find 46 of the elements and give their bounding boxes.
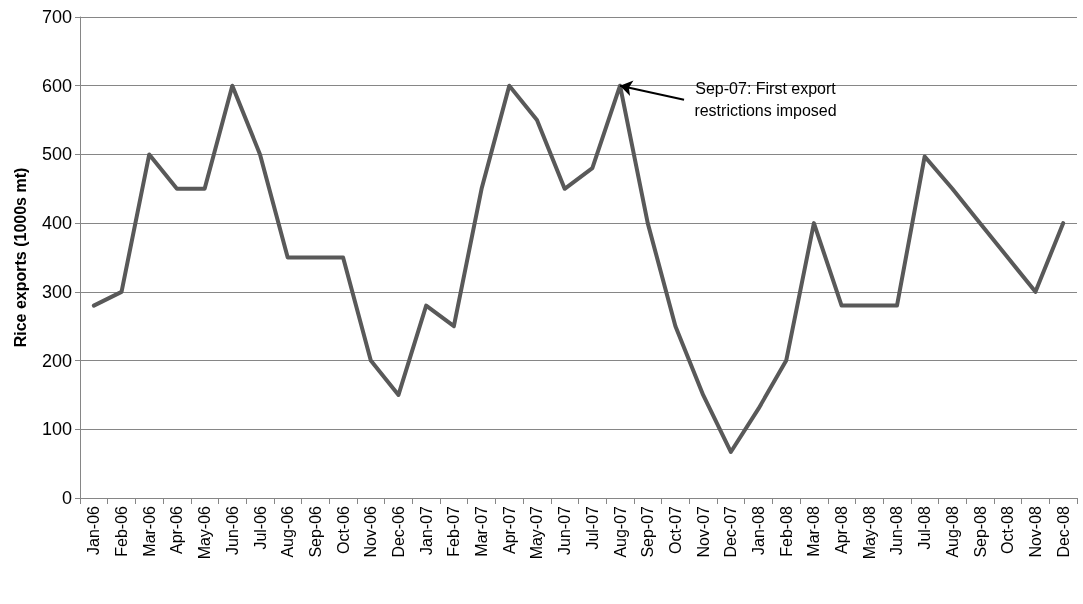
x-tick-label: Sep-07 [639,505,657,558]
x-tick-label: Dec-08 [1054,505,1072,558]
y-tick-label: 100 [41,419,72,440]
x-tick-label: Mar-07 [473,505,491,557]
x-tick-label: Dec-06 [389,505,407,558]
y-tick-label: 700 [41,7,72,27]
x-tick-label: Feb-08 [777,505,795,557]
y-axis-title: Rice exports (1000s mt) [11,167,29,348]
x-tick-label: Oct-08 [999,505,1017,555]
x-tick-label: May-06 [196,505,214,560]
x-tick-label: May-07 [528,505,546,560]
y-tick-label: 300 [41,281,72,302]
x-tick-label: Jul-06 [251,505,269,550]
x-tick-label: Sep-08 [971,505,989,558]
x-tick-label: Jul-08 [916,505,934,550]
y-tick-label: 0 [61,488,72,508]
x-tick-label: Feb-06 [113,505,131,557]
x-tick-label: Apr-07 [500,505,518,555]
x-tick-label: Aug-06 [279,505,297,558]
annotation: Sep-07: First export restrictions imposed [693,78,838,121]
x-tick-label: Feb-07 [445,505,463,557]
y-tick-label: 400 [41,213,72,234]
x-tick-label: Nov-06 [362,505,380,558]
x-tick-label: Jun-06 [223,505,241,555]
x-tick-label: Jan-07 [417,505,435,555]
x-tick-label: Apr-06 [168,505,186,555]
x-tick-label: Aug-07 [611,505,629,558]
x-tick-label: Aug-08 [943,505,961,558]
y-tick-label: 200 [41,350,72,371]
x-tick-label: Sep-06 [306,505,324,558]
x-tick-label: Mar-06 [140,505,158,557]
x-tick-label: Jul-07 [583,505,601,550]
x-tick-label: Mar-08 [805,505,823,557]
x-tick-label: Jun-07 [556,505,574,555]
x-tick-label: Apr-08 [833,505,851,555]
y-tick-label: 500 [41,144,72,165]
x-tick-label: Nov-08 [1026,505,1044,558]
x-tick-label: Jun-08 [888,505,906,555]
x-tick-label: Oct-06 [334,505,352,555]
x-tick-label: Oct-07 [666,505,684,555]
y-tick-label: 600 [41,75,72,96]
x-tick-label: May-08 [860,505,878,560]
x-tick-label: Nov-07 [694,505,712,558]
x-tick-label: Jan-08 [750,505,768,555]
x-tick-label: Jan-06 [85,505,103,555]
x-tick-label: Dec-07 [722,505,740,558]
